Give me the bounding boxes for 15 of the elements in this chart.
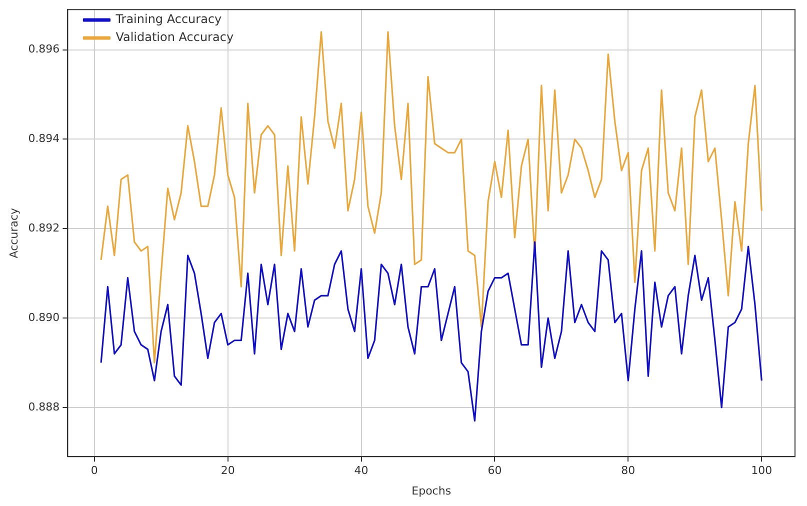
x-axis-title: Epochs bbox=[412, 484, 452, 498]
x-tick-label: 80 bbox=[621, 464, 636, 478]
x-tick-label: 60 bbox=[488, 464, 502, 478]
y-tick-label: 0.892 bbox=[28, 221, 60, 234]
x-tick-label: 0 bbox=[90, 464, 98, 478]
y-tick-label: 0.894 bbox=[28, 132, 60, 146]
x-tick-label: 40 bbox=[354, 464, 368, 478]
y-tick-label: 0.890 bbox=[28, 310, 60, 324]
y-axis-title: Accuracy bbox=[7, 208, 20, 258]
legend-label: Validation Accuracy bbox=[116, 30, 234, 44]
x-tick-label: 100 bbox=[751, 464, 772, 478]
y-tick-label: 0.888 bbox=[28, 400, 60, 414]
x-tick-label: 20 bbox=[220, 464, 235, 478]
y-tick-label: 0.896 bbox=[28, 42, 60, 56]
legend-label: Training Accuracy bbox=[114, 12, 222, 26]
